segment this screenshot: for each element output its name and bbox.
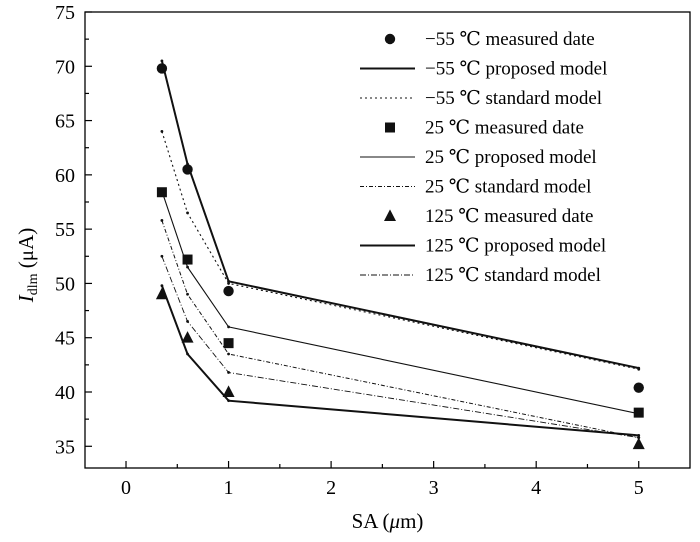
y-tick-label: 75 bbox=[55, 2, 75, 24]
data-point-square bbox=[182, 254, 193, 265]
y-tick-label: 55 bbox=[55, 219, 75, 241]
axis-titles: SA (μm) Idlm (μA) bbox=[14, 228, 423, 533]
x-tick-label: 2 bbox=[326, 477, 336, 499]
series-line-8 bbox=[161, 256, 639, 439]
series-line-5-point bbox=[186, 292, 189, 296]
series-line-7-point bbox=[160, 284, 164, 287]
series-line-2-point bbox=[160, 130, 164, 133]
series-line-7-point bbox=[186, 352, 189, 356]
series-line-5 bbox=[161, 220, 639, 439]
data-point-triangle bbox=[181, 331, 194, 343]
legend-entry-label: 125 ℃ standard model bbox=[425, 265, 601, 286]
series-lines bbox=[160, 59, 641, 439]
legend-entry-label: 25 ℃ proposed model bbox=[425, 147, 597, 168]
legend-entry-label: 25 ℃ measured date bbox=[425, 118, 584, 139]
y-tick-label: 65 bbox=[55, 111, 75, 133]
data-point-circle bbox=[633, 382, 644, 393]
series-line-2-point bbox=[227, 282, 230, 285]
legend-entry-label: −55 ℃ standard model bbox=[425, 88, 602, 109]
x-axis-label: SA (μm) bbox=[352, 509, 424, 533]
data-point-circle bbox=[223, 285, 234, 297]
x-tick-label: 5 bbox=[634, 477, 644, 499]
series-line-2-point bbox=[186, 211, 189, 215]
series-line-7-point bbox=[227, 399, 230, 403]
series-line-4-point bbox=[186, 265, 189, 269]
legend-entry-label: −55 ℃ measured date bbox=[425, 29, 595, 50]
series-line-4-point bbox=[227, 325, 230, 329]
series-line-1 bbox=[160, 60, 639, 370]
series-line-8-point bbox=[186, 320, 189, 323]
series-line-5-point bbox=[227, 352, 230, 356]
legend: −55 ℃ measured date −55 ℃ proposed model −… bbox=[360, 29, 607, 286]
data-point-square bbox=[156, 187, 167, 198]
legend-entry-label: 25 ℃ standard model bbox=[425, 177, 591, 198]
data-point-triangle bbox=[632, 437, 645, 450]
x-tick-label: 3 bbox=[429, 477, 439, 499]
series-markers bbox=[155, 63, 645, 450]
data-point-triangle bbox=[155, 287, 168, 300]
legend-entry-label: 125 ℃ measured date bbox=[425, 206, 593, 227]
y-tick-label: 35 bbox=[55, 436, 75, 458]
data-point-circle bbox=[182, 164, 193, 175]
plot-frame bbox=[84, 11, 691, 469]
data-point-square bbox=[633, 407, 644, 418]
series-line-4 bbox=[161, 190, 639, 415]
series-line-7 bbox=[160, 285, 639, 437]
series-line-1-point bbox=[160, 59, 164, 63]
y-axis-label: Idlm (μA) bbox=[14, 228, 41, 303]
x-tick-label: 1 bbox=[224, 477, 234, 499]
legend-marker-triangle bbox=[384, 209, 396, 221]
y-tick-label: 40 bbox=[55, 382, 75, 404]
legend-marker-square bbox=[385, 122, 395, 133]
series-line-8-point bbox=[227, 371, 230, 374]
series-line-8-point bbox=[160, 254, 164, 258]
x-tick-label: 4 bbox=[531, 477, 541, 499]
legend-marker-circle bbox=[384, 33, 396, 45]
y-tick-label: 70 bbox=[55, 56, 75, 78]
y-tick-label: 45 bbox=[55, 328, 75, 350]
x-tick-label: 0 bbox=[121, 477, 131, 499]
series-line-7-point bbox=[637, 434, 641, 437]
series-line-2-point bbox=[637, 367, 641, 371]
series-line-2 bbox=[161, 131, 639, 370]
legend-entry-label: −55 ℃ proposed model bbox=[425, 59, 607, 80]
data-point-triangle bbox=[222, 385, 235, 397]
data-point-circle bbox=[156, 63, 168, 74]
series-line-5-point bbox=[160, 219, 164, 222]
legend-entry-label: 125 ℃ proposed model bbox=[425, 236, 606, 257]
y-tick-label: 60 bbox=[55, 165, 75, 187]
y-tick-label: 50 bbox=[55, 273, 75, 295]
data-point-square bbox=[223, 338, 234, 349]
